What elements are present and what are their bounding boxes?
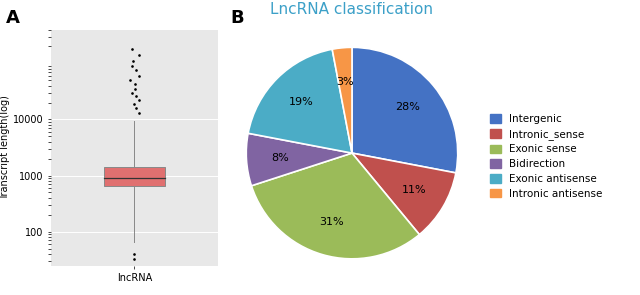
Wedge shape xyxy=(352,153,456,235)
Text: 31%: 31% xyxy=(319,217,344,227)
Text: 3%: 3% xyxy=(337,76,354,86)
Wedge shape xyxy=(352,47,458,173)
Text: B: B xyxy=(230,9,244,27)
Wedge shape xyxy=(248,49,352,153)
Polygon shape xyxy=(104,167,165,186)
Text: 11%: 11% xyxy=(401,185,426,195)
Wedge shape xyxy=(332,47,352,153)
Y-axis label: Transcript length(log): Transcript length(log) xyxy=(0,95,10,200)
Legend: Intergenic, Intronic_sense, Exonic sense, Bidirection, Exonic antisense, Introni: Intergenic, Intronic_sense, Exonic sense… xyxy=(488,112,605,201)
Wedge shape xyxy=(252,153,419,259)
Text: 8%: 8% xyxy=(271,153,289,163)
Text: 19%: 19% xyxy=(289,97,314,107)
Text: 28%: 28% xyxy=(395,102,420,112)
Wedge shape xyxy=(246,133,352,186)
Text: A: A xyxy=(6,9,20,27)
Title: LncRNA classification: LncRNA classification xyxy=(271,2,433,17)
